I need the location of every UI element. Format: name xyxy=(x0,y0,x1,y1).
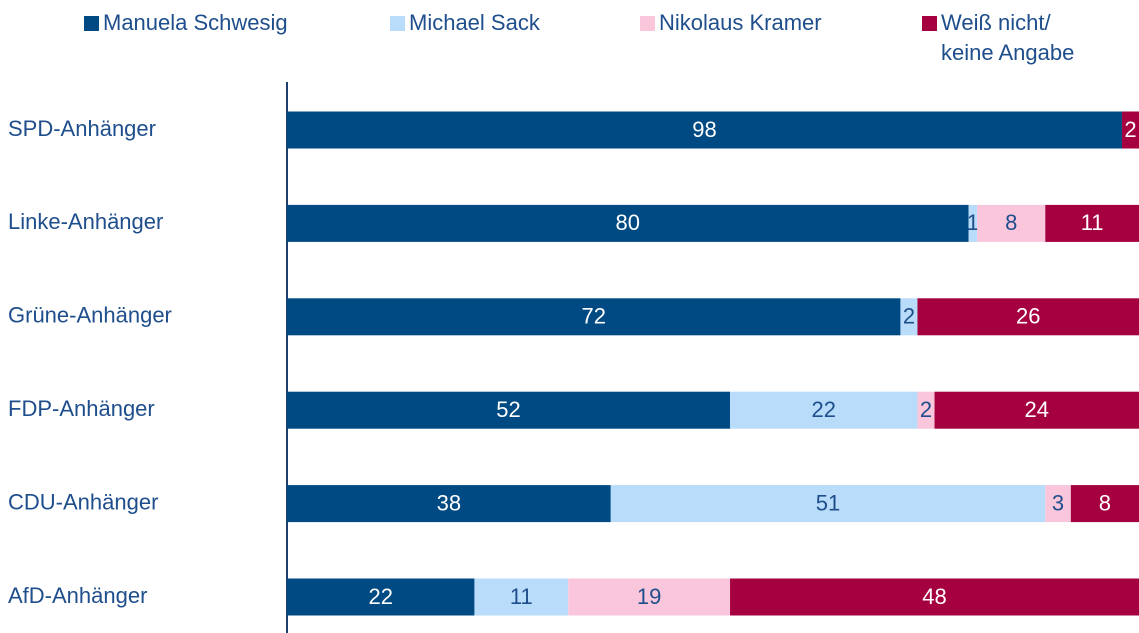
data-label: 11 xyxy=(1081,210,1104,235)
data-label: 51 xyxy=(816,490,840,515)
data-label: 3 xyxy=(1052,490,1064,515)
data-label: 72 xyxy=(581,304,605,329)
bar-segment xyxy=(287,391,731,429)
y-tick-label: AfD-Anhänger xyxy=(8,583,147,608)
bar-segment xyxy=(287,298,901,336)
data-label: 22 xyxy=(368,584,392,609)
legend-swatch xyxy=(84,16,99,31)
data-label: 11 xyxy=(510,584,533,609)
bar-segment xyxy=(287,204,969,242)
bar-segment xyxy=(287,111,1122,149)
bar-segment xyxy=(1121,111,1139,149)
bar-segment xyxy=(730,391,918,429)
y-tick-label: Linke-Anhänger xyxy=(8,209,163,234)
data-label: 48 xyxy=(922,584,946,609)
bar-segment xyxy=(287,485,611,523)
legend-swatch xyxy=(922,16,937,31)
y-tick-label: FDP-Anhänger xyxy=(8,396,155,421)
data-label: 98 xyxy=(692,117,716,142)
data-label: 8 xyxy=(1099,490,1111,515)
y-tick-label: SPD-Anhänger xyxy=(8,116,156,141)
bar-segment xyxy=(1045,204,1139,242)
data-label: 2 xyxy=(920,397,932,422)
bar-segment xyxy=(934,391,1139,429)
bar-segment xyxy=(568,578,731,616)
data-label: 38 xyxy=(437,490,461,515)
y-tick-label: Grüne-Anhänger xyxy=(8,303,172,328)
data-label: 19 xyxy=(637,584,661,609)
data-label: 2 xyxy=(1124,117,1136,142)
legend-swatch xyxy=(640,16,655,31)
data-label: 22 xyxy=(812,397,836,422)
legend-swatch xyxy=(390,16,405,31)
legend-item: Manuela Schwesig xyxy=(84,8,288,38)
legend-label: Michael Sack xyxy=(409,10,540,35)
data-label: 1 xyxy=(967,210,979,235)
bar-segment xyxy=(610,485,1046,523)
legend-label: Weiß nicht/ keine Angabe xyxy=(941,10,1075,65)
legend-label: Manuela Schwesig xyxy=(103,10,288,35)
bar-segment xyxy=(1070,485,1139,523)
data-label: 26 xyxy=(1016,304,1040,329)
bar-segment xyxy=(968,204,978,242)
y-tick-label: CDU-Anhänger xyxy=(8,489,158,514)
data-label: 8 xyxy=(1005,210,1017,235)
data-label: 80 xyxy=(616,210,640,235)
legend-item: Michael Sack xyxy=(390,8,540,38)
bar-segment xyxy=(474,578,569,616)
bar-segment xyxy=(900,298,918,336)
bar-segment xyxy=(287,578,475,616)
bar-segment xyxy=(917,391,935,429)
data-label: 24 xyxy=(1025,397,1049,422)
bar-segment xyxy=(730,578,1139,616)
bar-segment xyxy=(1045,485,1071,523)
legend-item: Nikolaus Kramer xyxy=(640,8,822,38)
data-label: 52 xyxy=(496,397,520,422)
legend-label: Nikolaus Kramer xyxy=(659,10,822,35)
legend-item: Weiß nicht/ keine Angabe xyxy=(922,8,1091,68)
bar-segment xyxy=(977,204,1046,242)
data-label: 2 xyxy=(903,304,915,329)
bar-segment xyxy=(917,298,1139,336)
